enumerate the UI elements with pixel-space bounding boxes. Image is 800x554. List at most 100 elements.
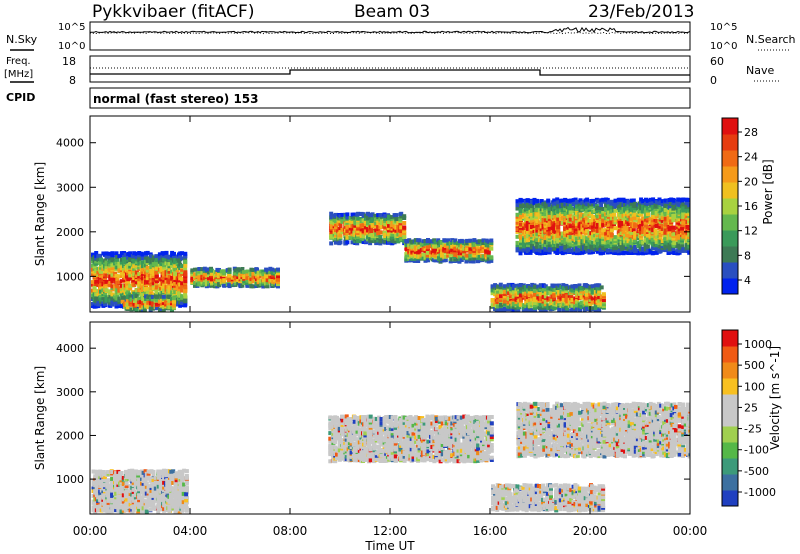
heatmap-cell <box>530 308 535 312</box>
heatmap-cell <box>585 301 589 306</box>
heatmap-cell <box>681 220 686 225</box>
heatmap-cell <box>446 247 451 252</box>
heatmap-cell <box>577 283 582 288</box>
heatmap-cell <box>519 204 523 209</box>
heatmap-cell <box>552 220 557 225</box>
heatmap-cell <box>533 284 537 289</box>
heatmap-cell <box>108 270 113 275</box>
heatmap-cell <box>575 224 579 229</box>
heatmap-cell <box>119 274 124 278</box>
heatmap-cell <box>543 243 548 248</box>
heatmap-cell <box>677 197 682 202</box>
heatmap-cell <box>547 227 552 231</box>
heatmap-cell <box>591 209 595 214</box>
heatmap-cell <box>585 246 590 251</box>
heatmap-cell <box>535 240 540 245</box>
heatmap-cell <box>103 475 107 480</box>
heatmap-cell <box>240 283 245 288</box>
heatmap-cell <box>356 211 361 216</box>
heatmap-cell <box>557 297 562 302</box>
heatmap-cell <box>471 259 476 264</box>
heatmap-cell <box>110 493 115 498</box>
heatmap-cell <box>103 291 108 296</box>
heatmap-cell <box>609 250 614 255</box>
heatmap-cell <box>681 197 686 202</box>
heatmap-cell <box>110 253 115 258</box>
heatmap-cell <box>597 286 602 291</box>
heatmap-cell <box>633 206 638 211</box>
heatmap-cell <box>650 224 655 229</box>
heatmap-cell <box>472 249 477 253</box>
heatmap-cell <box>641 199 646 203</box>
heatmap-cell <box>417 253 422 258</box>
heatmap-cell <box>681 234 686 239</box>
heatmap-cell <box>399 211 404 216</box>
heatmap-cell <box>405 257 409 262</box>
heatmap-cell <box>543 218 548 223</box>
heatmap-cell <box>490 287 495 292</box>
heatmap-cell <box>134 296 139 301</box>
heatmap-cell <box>588 302 593 307</box>
heatmap-cell <box>553 283 558 288</box>
heatmap-cell <box>149 286 154 290</box>
heatmap-cell <box>446 241 451 246</box>
heatmap-cell <box>641 240 646 245</box>
heatmap-cell <box>336 229 341 234</box>
heatmap-cell <box>154 266 159 271</box>
heatmap-cell <box>108 251 113 256</box>
heatmap-cell <box>96 495 101 500</box>
heatmap-cell <box>663 243 668 248</box>
heatmap-cell <box>259 269 264 274</box>
heatmap-cell <box>498 285 503 290</box>
heatmap-cell <box>108 254 113 259</box>
heatmap-cell <box>645 198 650 203</box>
heatmap-cell <box>132 276 137 280</box>
heatmap-cell <box>593 308 598 312</box>
heatmap-cell <box>396 232 401 237</box>
heatmap-cell <box>490 291 495 296</box>
heatmap-cell <box>606 248 611 253</box>
heatmap-cell <box>658 222 663 227</box>
power-colorbar-swatch <box>722 134 738 151</box>
heatmap-cell <box>543 307 548 312</box>
heatmap-cell <box>486 243 491 248</box>
heatmap-cell <box>568 227 573 232</box>
heatmap-cell <box>161 301 166 306</box>
heatmap-cell <box>585 197 590 202</box>
heatmap-cell <box>660 230 665 234</box>
heatmap-cell <box>132 251 137 256</box>
heatmap-cell <box>94 282 99 286</box>
heatmap-cell <box>273 280 278 285</box>
heatmap-cell <box>433 258 438 263</box>
heatmap-cell <box>366 234 370 239</box>
heatmap-cell <box>450 248 455 253</box>
heatmap-cell <box>641 246 646 251</box>
heatmap-cell <box>128 286 133 291</box>
heatmap-cell <box>450 257 455 262</box>
heatmap-cell <box>503 307 507 311</box>
heatmap-cell <box>151 262 156 267</box>
heatmap-cell <box>115 265 120 270</box>
heatmap-cell <box>631 242 636 247</box>
heatmap-cell <box>654 224 659 228</box>
y-tick-label-power: 3000 <box>56 181 84 194</box>
heatmap-cell <box>193 281 197 285</box>
heatmap-cell <box>685 201 690 206</box>
heatmap-cell <box>546 296 551 301</box>
heatmap-cell <box>663 236 668 241</box>
heatmap-cell <box>609 209 614 214</box>
heatmap-cell <box>383 224 388 229</box>
heatmap-cell <box>547 202 552 207</box>
heatmap-cell <box>543 222 548 227</box>
heatmap-cell <box>645 208 650 213</box>
heatmap-cell <box>533 308 537 312</box>
heatmap-cell <box>402 225 407 230</box>
heatmap-cell <box>519 214 523 219</box>
heatmap-cell <box>672 216 677 220</box>
heatmap-cell <box>114 505 119 510</box>
heatmap-cell <box>546 286 551 291</box>
heatmap-cell <box>164 250 169 255</box>
heatmap-cell <box>140 288 145 292</box>
heatmap-cell <box>511 305 516 310</box>
heatmap-cell <box>644 223 648 227</box>
